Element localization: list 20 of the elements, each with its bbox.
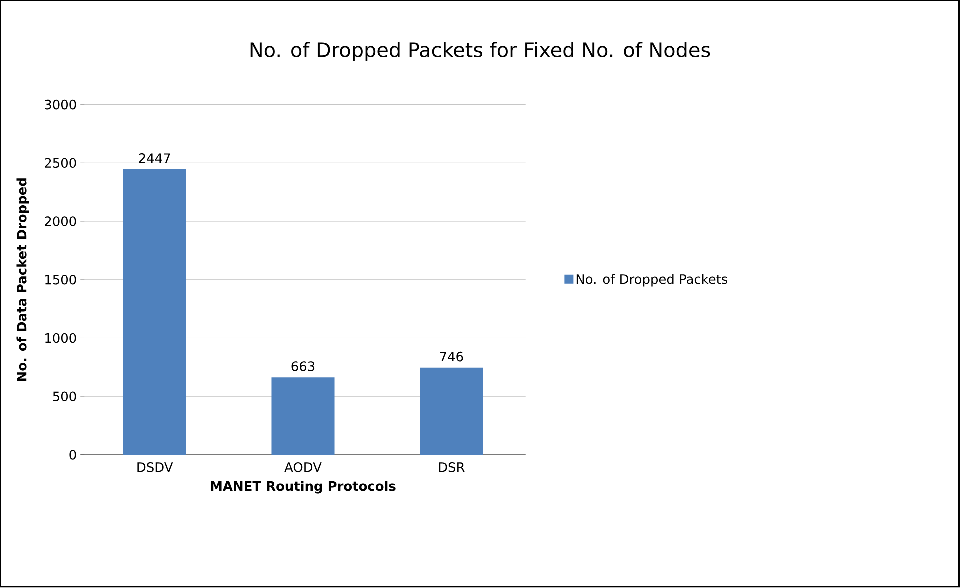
y-tick-label: 2500 (45, 158, 76, 168)
y-tick-label: 1500 (46, 275, 76, 285)
x-tick-label: DSR (439, 462, 465, 472)
y-tick-label: 1000 (46, 333, 76, 344)
y-tick-label: 0 (70, 450, 76, 460)
x-axis-title: MANET Routing Protocols (211, 481, 396, 494)
bar (272, 378, 335, 456)
legend-label: No. of Dropped Packets (576, 274, 728, 287)
y-tick-label: 3000 (45, 100, 76, 110)
data-label: 2447 (139, 154, 170, 164)
chart-title: No. of Dropped Packets for Fixed No. of Nodes (250, 42, 710, 62)
bar (123, 169, 186, 456)
y-tick-label: 2000 (45, 216, 76, 227)
bar (420, 368, 484, 456)
x-tick-label: AODV (284, 462, 322, 472)
y-tick-label: 500 (53, 392, 76, 402)
data-label: 663 (292, 362, 315, 372)
data-label: 746 (440, 352, 464, 362)
y-axis-title: No. of Data Packet Dropped (16, 178, 30, 382)
x-tick-label: DSDV (138, 462, 174, 472)
